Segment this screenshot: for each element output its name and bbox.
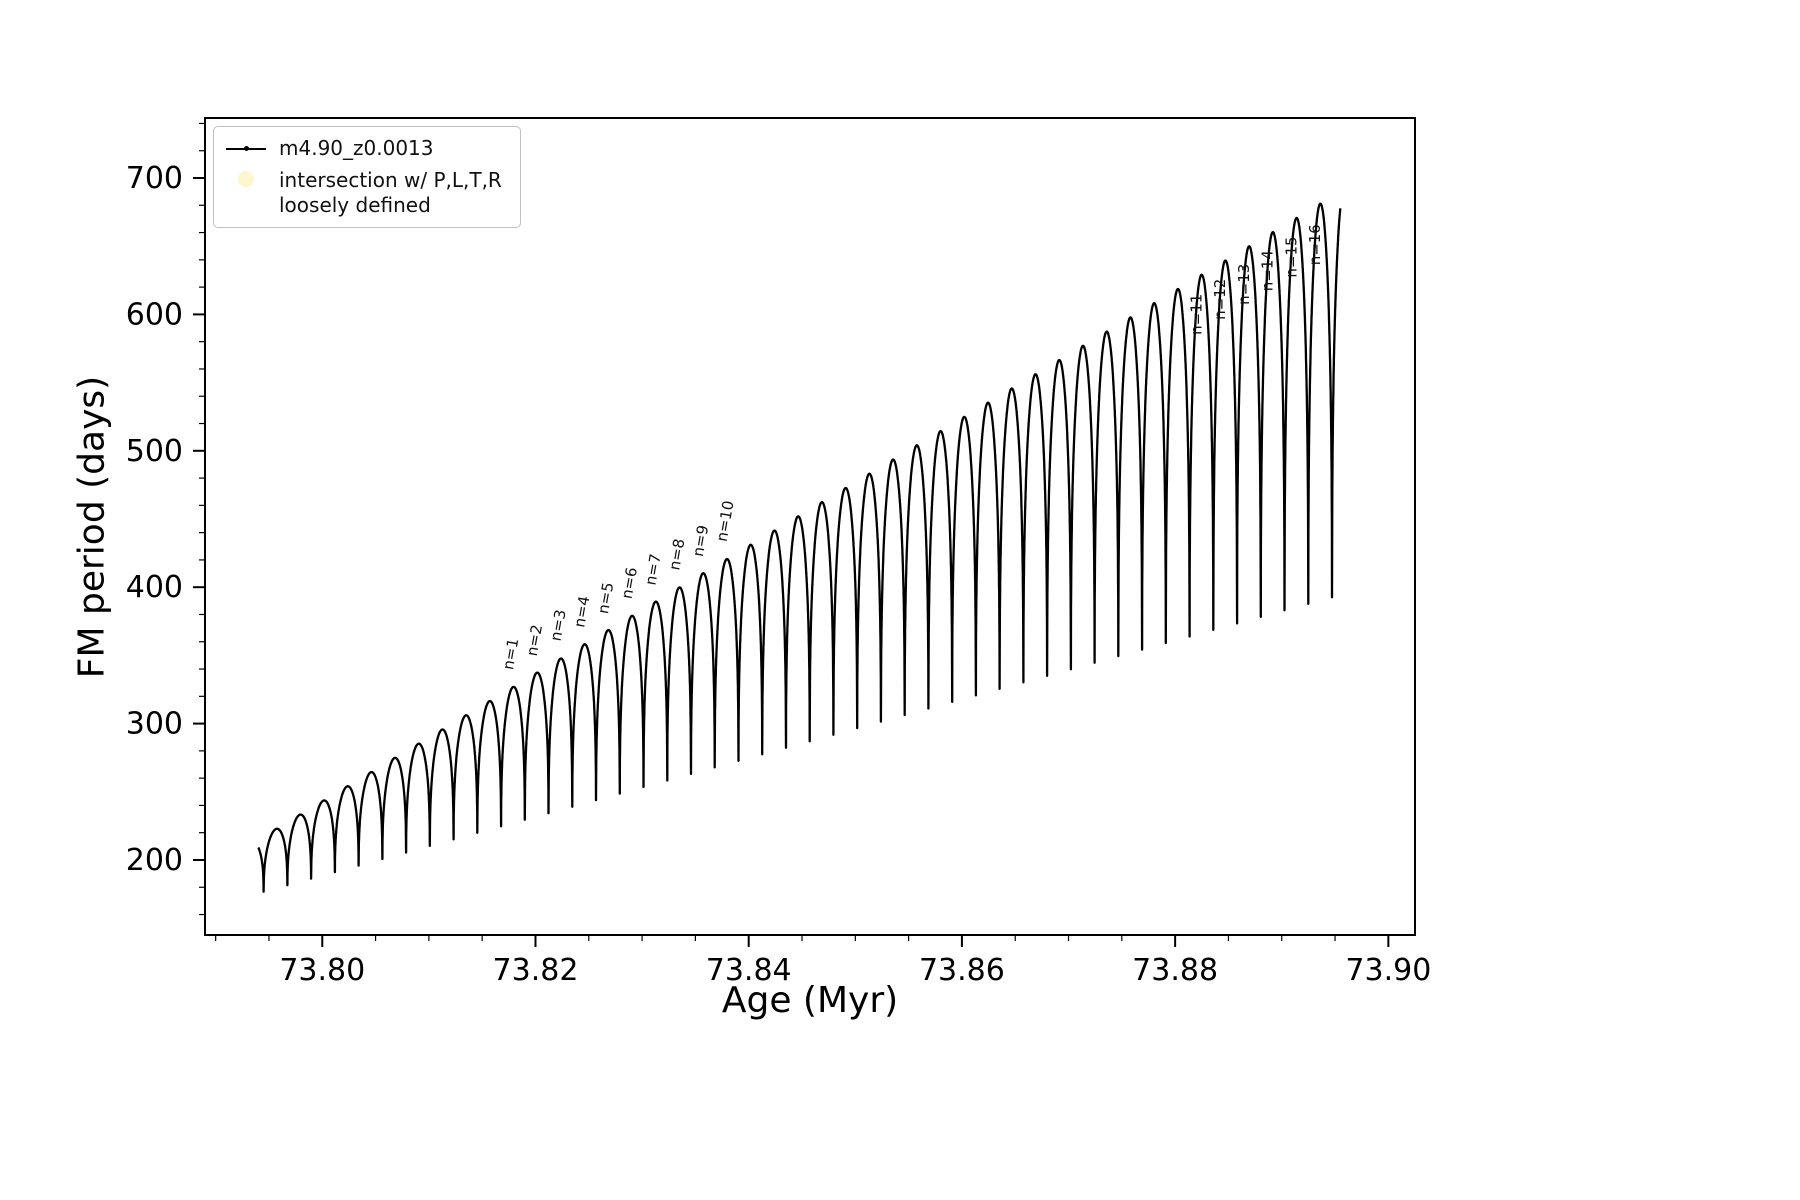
annotation-n-15: n=15 bbox=[1282, 236, 1300, 277]
annotation-n-9: n=9 bbox=[689, 524, 712, 558]
x-tick-label: 73.80 bbox=[279, 953, 365, 988]
y-tick-label: 700 bbox=[126, 161, 183, 196]
annotation-n-6: n=6 bbox=[618, 566, 641, 600]
x-tick-label: 73.82 bbox=[493, 953, 579, 988]
annotation-n-1: n=1 bbox=[499, 637, 522, 671]
plot-border bbox=[204, 117, 1416, 936]
annotation-n-10: n=10 bbox=[713, 499, 738, 543]
legend-item-series: m4.90_z0.0013 bbox=[226, 136, 502, 161]
legend-item-intersection: intersection w/ P,L,T,R loosely defined bbox=[226, 168, 502, 218]
legend-label-intersection: intersection w/ P,L,T,R loosely defined bbox=[279, 168, 502, 218]
y-tick-label: 600 bbox=[126, 297, 183, 332]
y-tick-label: 400 bbox=[126, 570, 183, 605]
y-axis-label: FM period (days) bbox=[71, 375, 113, 679]
legend: m4.90_z0.0013 intersection w/ P,L,T,R lo… bbox=[213, 126, 521, 228]
annotation-n-12: n=12 bbox=[1211, 279, 1229, 320]
legend-label-line1: intersection w/ P,L,T,R bbox=[279, 168, 502, 192]
legend-label-line2: loosely defined bbox=[279, 193, 431, 217]
y-tick-label: 200 bbox=[126, 843, 183, 878]
legend-label-series: m4.90_z0.0013 bbox=[279, 136, 434, 160]
annotation-n-11: n=11 bbox=[1187, 294, 1205, 335]
x-tick-label: 73.84 bbox=[706, 953, 792, 988]
annotation-n-3: n=3 bbox=[547, 608, 570, 642]
annotation-n-5: n=5 bbox=[594, 581, 617, 615]
data-series-line bbox=[257, 202, 1342, 893]
annotation-n-8: n=8 bbox=[665, 537, 688, 571]
annotation-n-4: n=4 bbox=[570, 595, 593, 629]
annotation-n-16: n=16 bbox=[1306, 224, 1324, 265]
annotation-n-14: n=14 bbox=[1259, 250, 1277, 291]
x-tick-label: 73.90 bbox=[1345, 953, 1431, 988]
annotation-n-13: n=13 bbox=[1235, 264, 1253, 305]
line-dot-marker-icon bbox=[226, 146, 266, 151]
annotation-n-2: n=2 bbox=[523, 623, 546, 657]
y-tick-label: 300 bbox=[126, 707, 183, 742]
x-tick-label: 73.86 bbox=[919, 953, 1005, 988]
circle-marker-icon bbox=[238, 171, 254, 187]
x-axis-label: Age (Myr) bbox=[721, 980, 899, 1021]
x-tick-label: 73.88 bbox=[1132, 953, 1218, 988]
y-tick-label: 500 bbox=[126, 434, 183, 469]
annotation-n-7: n=7 bbox=[642, 552, 665, 586]
